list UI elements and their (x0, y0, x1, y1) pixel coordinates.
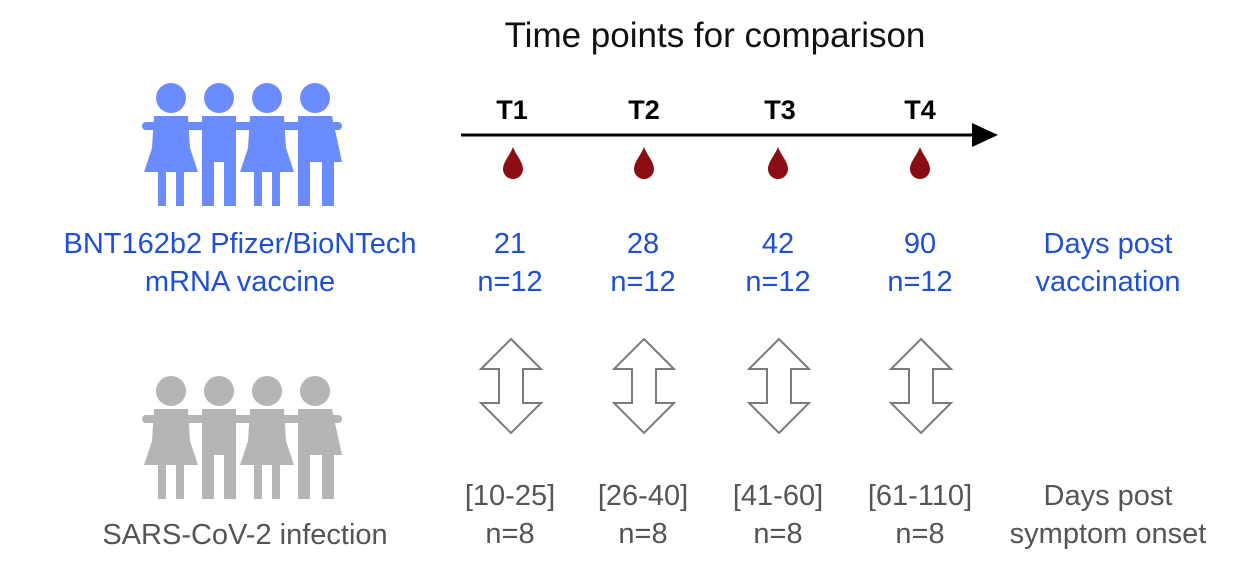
vaccine-n: n=12 (477, 266, 543, 298)
timepoint-label-t2: T2 (628, 95, 660, 125)
vaccine-timepoint-t2: 28 n=12 (568, 225, 718, 301)
infection-timepoint-t3: [41-60] n=8 (703, 477, 853, 553)
infection-timepoint-t2: [26-40] n=8 (568, 477, 718, 553)
vaccine-unit-label: Days post vaccination (988, 225, 1228, 301)
infection-range: [26-40] (597, 480, 689, 512)
infection-range: [61-110] (867, 480, 973, 512)
timepoint-label-t1: T1 (496, 95, 528, 125)
infection-n: n=8 (895, 518, 945, 550)
timepoint-label-t3: T3 (764, 95, 796, 125)
double-arrow-icon (888, 337, 954, 435)
vaccine-group-label-line2: mRNA vaccine (144, 266, 336, 298)
infection-range: [41-60] (732, 480, 824, 512)
vaccine-days: 28 (626, 228, 660, 260)
vaccine-days: 21 (493, 228, 527, 260)
infection-n: n=8 (485, 518, 535, 550)
vaccine-timepoint-t3: 42 n=12 (703, 225, 853, 301)
vaccine-days: 42 (761, 228, 795, 260)
blood-drop-icon (634, 147, 654, 179)
vaccine-n: n=12 (745, 266, 811, 298)
timepoint-label-t4: T4 (904, 95, 936, 125)
blood-drop-icon (768, 147, 788, 179)
vaccine-n: n=12 (887, 266, 953, 298)
people-group-icon (142, 83, 342, 206)
infection-unit-line1: Days post (1043, 480, 1173, 512)
vaccine-timepoint-t1: 21 n=12 (435, 225, 585, 301)
vaccine-days: 90 (903, 228, 937, 260)
vaccine-group-label-line1: BNT162b2 Pfizer/BioNTech (63, 228, 417, 260)
infection-timepoint-t4: [61-110] n=8 (845, 477, 995, 553)
blood-drop-icon (503, 147, 523, 179)
infection-range: [10-25] (464, 480, 556, 512)
vaccine-group-label: BNT162b2 Pfizer/BioNTech mRNA vaccine (20, 225, 460, 301)
double-arrow-icon (478, 337, 544, 435)
double-arrow-icon (611, 337, 677, 435)
vaccine-unit-line2: vaccination (1035, 266, 1181, 298)
infection-group-label: SARS-CoV-2 infection (102, 519, 388, 551)
people-group-icon (142, 376, 342, 499)
infection-unit-label: Days post symptom onset (988, 477, 1228, 553)
infection-n: n=8 (618, 518, 668, 550)
vaccine-timepoint-t4: 90 n=12 (845, 225, 995, 301)
diagram-title: Time points for comparison (504, 16, 926, 55)
infection-unit-line2: symptom onset (1009, 518, 1207, 550)
double-arrow-icon (746, 337, 812, 435)
blood-drop-icon (910, 147, 930, 179)
vaccine-n: n=12 (610, 266, 676, 298)
infection-timepoint-t1: [10-25] n=8 (435, 477, 585, 553)
infection-n: n=8 (753, 518, 803, 550)
vaccine-unit-line1: Days post (1043, 228, 1173, 260)
